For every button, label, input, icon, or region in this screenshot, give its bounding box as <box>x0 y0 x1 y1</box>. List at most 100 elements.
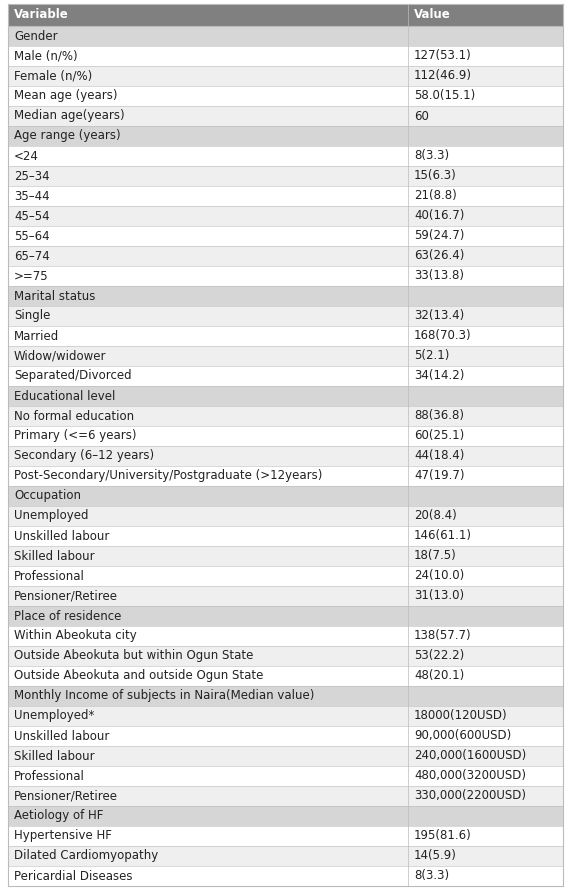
Text: Age range (years): Age range (years) <box>14 130 120 142</box>
Bar <box>8 506 563 526</box>
Bar <box>8 406 563 426</box>
Text: Secondary (6–12 years): Secondary (6–12 years) <box>14 450 154 462</box>
Text: 195(81.6): 195(81.6) <box>414 830 472 842</box>
Text: Value: Value <box>414 9 451 21</box>
Bar <box>8 806 563 826</box>
Bar <box>8 746 563 766</box>
Text: Marital status: Marital status <box>14 290 95 302</box>
Text: 127(53.1): 127(53.1) <box>414 49 472 63</box>
Text: Monthly Income of subjects in Naira(Median value): Monthly Income of subjects in Naira(Medi… <box>14 689 315 703</box>
Text: Hypertensive HF: Hypertensive HF <box>14 830 112 842</box>
Text: Unemployed*: Unemployed* <box>14 710 94 722</box>
Text: Widow/widower: Widow/widower <box>14 350 107 362</box>
Bar <box>8 866 563 886</box>
Text: >=75: >=75 <box>14 269 49 283</box>
Text: 15(6.3): 15(6.3) <box>414 170 457 182</box>
Text: 63(26.4): 63(26.4) <box>414 249 464 263</box>
Bar <box>8 826 563 846</box>
Text: Unskilled labour: Unskilled labour <box>14 529 110 543</box>
Bar <box>8 26 563 46</box>
Text: 48(20.1): 48(20.1) <box>414 670 464 682</box>
Text: 60: 60 <box>414 109 429 122</box>
Bar <box>8 326 563 346</box>
Text: Unskilled labour: Unskilled labour <box>14 730 110 743</box>
Bar <box>8 646 563 666</box>
Text: Pensioner/Retiree: Pensioner/Retiree <box>14 789 118 803</box>
Text: Separated/Divorced: Separated/Divorced <box>14 369 132 383</box>
Bar <box>8 426 563 446</box>
Text: 21(8.8): 21(8.8) <box>414 190 457 203</box>
Text: Pensioner/Retiree: Pensioner/Retiree <box>14 589 118 603</box>
Text: 44(18.4): 44(18.4) <box>414 450 464 462</box>
Bar <box>8 106 563 126</box>
Text: Dilated Cardiomyopathy: Dilated Cardiomyopathy <box>14 849 158 863</box>
Text: 138(57.7): 138(57.7) <box>414 629 472 643</box>
Bar <box>8 486 563 506</box>
Text: Place of residence: Place of residence <box>14 610 122 622</box>
Text: Occupation: Occupation <box>14 490 81 502</box>
Bar <box>8 586 563 606</box>
Text: Unemployed: Unemployed <box>14 510 89 522</box>
Text: Professional: Professional <box>14 569 85 583</box>
Text: 8(3.3): 8(3.3) <box>414 149 449 163</box>
Bar <box>8 166 563 186</box>
Bar <box>8 546 563 566</box>
Bar <box>8 366 563 386</box>
Text: Gender: Gender <box>14 30 58 43</box>
Text: 55–64: 55–64 <box>14 230 50 242</box>
Bar <box>8 626 563 646</box>
Text: 59(24.7): 59(24.7) <box>414 230 464 242</box>
Bar <box>8 786 563 806</box>
Text: 240,000(1600USD): 240,000(1600USD) <box>414 749 526 763</box>
Text: Married: Married <box>14 330 59 342</box>
Text: Single: Single <box>14 309 50 323</box>
Text: 45–54: 45–54 <box>14 209 50 223</box>
Text: Variable: Variable <box>14 9 69 21</box>
Text: 34(14.2): 34(14.2) <box>414 369 464 383</box>
Bar <box>8 86 563 106</box>
Bar <box>8 706 563 726</box>
Text: 112(46.9): 112(46.9) <box>414 70 472 82</box>
Bar <box>8 4 563 26</box>
Text: No formal education: No formal education <box>14 409 134 423</box>
Text: 168(70.3): 168(70.3) <box>414 330 472 342</box>
Bar <box>8 266 563 286</box>
Text: Male (n/%): Male (n/%) <box>14 49 78 63</box>
Text: 32(13.4): 32(13.4) <box>414 309 464 323</box>
Text: 90,000(600USD): 90,000(600USD) <box>414 730 511 743</box>
Text: 60(25.1): 60(25.1) <box>414 429 464 443</box>
Text: 40(16.7): 40(16.7) <box>414 209 464 223</box>
Text: 18000(120USD): 18000(120USD) <box>414 710 508 722</box>
Bar <box>8 446 563 466</box>
Text: 20(8.4): 20(8.4) <box>414 510 457 522</box>
Text: Skilled labour: Skilled labour <box>14 749 95 763</box>
Text: <24: <24 <box>14 149 39 163</box>
Bar <box>8 246 563 266</box>
Text: Mean age (years): Mean age (years) <box>14 89 118 103</box>
Text: Post-Secondary/University/Postgraduate (>12years): Post-Secondary/University/Postgraduate (… <box>14 469 323 483</box>
Text: 88(36.8): 88(36.8) <box>414 409 464 423</box>
Text: 8(3.3): 8(3.3) <box>414 870 449 882</box>
Text: Outside Abeokuta but within Ogun State: Outside Abeokuta but within Ogun State <box>14 650 254 662</box>
Text: 33(13.8): 33(13.8) <box>414 269 464 283</box>
Bar <box>8 686 563 706</box>
Bar <box>8 306 563 326</box>
Text: Primary (<=6 years): Primary (<=6 years) <box>14 429 136 443</box>
Text: 35–44: 35–44 <box>14 190 50 203</box>
Bar <box>8 206 563 226</box>
Bar <box>8 726 563 746</box>
Bar <box>8 606 563 626</box>
Bar <box>8 186 563 206</box>
Text: 480,000(3200USD): 480,000(3200USD) <box>414 770 526 782</box>
Bar <box>8 666 563 686</box>
Text: 330,000(2200USD): 330,000(2200USD) <box>414 789 526 803</box>
Text: Pericardial Diseases: Pericardial Diseases <box>14 870 132 882</box>
Text: 5(2.1): 5(2.1) <box>414 350 449 362</box>
Bar <box>8 566 563 586</box>
Text: 65–74: 65–74 <box>14 249 50 263</box>
Text: Median age(years): Median age(years) <box>14 109 124 122</box>
Text: Within Abeokuta city: Within Abeokuta city <box>14 629 136 643</box>
Text: Educational level: Educational level <box>14 390 115 402</box>
Bar <box>8 766 563 786</box>
Bar <box>8 66 563 86</box>
